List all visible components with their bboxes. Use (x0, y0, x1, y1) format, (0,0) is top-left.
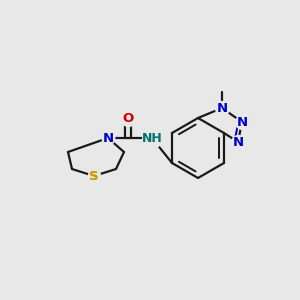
Text: S: S (89, 169, 99, 182)
Text: N: N (216, 101, 228, 115)
Text: N: N (232, 136, 244, 148)
Text: S: S (89, 169, 99, 182)
Text: O: O (122, 112, 134, 125)
Text: N: N (236, 116, 247, 128)
Text: NH: NH (142, 131, 162, 145)
Text: N: N (102, 131, 114, 145)
